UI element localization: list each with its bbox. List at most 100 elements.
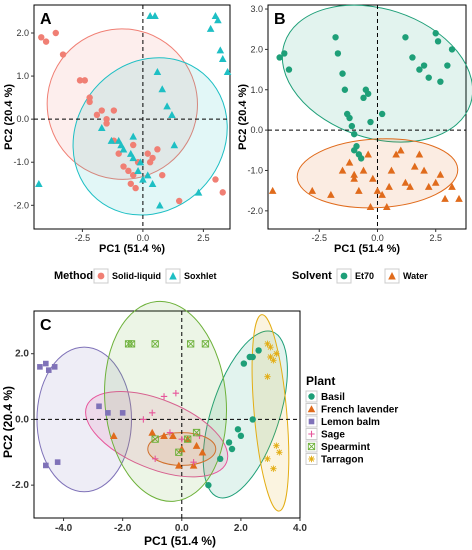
- point-et70: [437, 78, 444, 85]
- legend-key-tarragon-icon: [308, 455, 315, 463]
- y-tick-label: -2.0: [13, 200, 29, 210]
- point-water: [373, 186, 382, 194]
- point-water: [345, 158, 354, 166]
- point-basil: [255, 347, 262, 354]
- point-et70: [339, 70, 346, 77]
- point-soxhlet: [214, 16, 222, 24]
- point-water: [441, 194, 449, 202]
- point-sage: [190, 458, 197, 466]
- point-soxhlet: [223, 67, 232, 75]
- point-solid-liquid: [42, 38, 50, 45]
- point-soxhlet: [107, 136, 116, 144]
- point-soxhlet: [117, 141, 125, 149]
- point-basil: [249, 416, 256, 423]
- point-tarragon: [273, 350, 280, 357]
- point-soxhlet: [216, 46, 225, 54]
- point-basil: [240, 360, 248, 367]
- point-et70: [402, 34, 409, 41]
- point-solid-liquid: [76, 77, 84, 84]
- point-basil: [237, 432, 245, 440]
- point-solid-liquid: [159, 171, 166, 179]
- point-basil: [234, 426, 242, 433]
- y-tick-label: -1.0: [247, 165, 263, 175]
- point-et70: [350, 130, 358, 138]
- ellipse-et70: [281, 4, 472, 143]
- legend-title-solvent: Solvent: [292, 270, 332, 282]
- y-tick-label: -1.0: [13, 157, 29, 167]
- x-tick-label: 0.0: [137, 233, 150, 243]
- point-water: [392, 150, 400, 158]
- x-tick-label: 2.0: [234, 523, 248, 534]
- point-water: [401, 178, 410, 186]
- point-et70: [346, 114, 353, 122]
- point-et70: [332, 34, 339, 41]
- y-tick-label: 3.0: [250, 4, 263, 14]
- point-water: [308, 186, 317, 194]
- panel-a-y-axis-title: PC2 (20.4 %): [3, 84, 15, 150]
- legend-key-french-lavender-icon: [307, 405, 316, 413]
- point-sage: [151, 455, 159, 463]
- point-solid-liquid: [81, 77, 89, 84]
- point-water: [448, 182, 456, 190]
- point-et70: [416, 66, 423, 73]
- legend-label-tarragon: Tarragon: [321, 455, 364, 466]
- point-et70: [364, 90, 372, 97]
- panel-c-letter: C: [40, 317, 52, 334]
- point-soxhlet: [119, 145, 128, 153]
- point-water: [350, 174, 358, 182]
- ellipse-basil: [202, 330, 288, 499]
- point-et70: [341, 86, 349, 93]
- point-soxhlet: [170, 141, 179, 149]
- legend-label-french-lavender: French lavender: [321, 405, 398, 416]
- point-water: [364, 150, 372, 158]
- point-lemon-balm: [96, 403, 102, 410]
- point-basil: [225, 439, 233, 446]
- point-basil: [249, 353, 256, 361]
- point-soxhlet: [129, 154, 138, 162]
- point-spearmint: [201, 340, 210, 348]
- point-lemon-balm: [51, 364, 58, 370]
- panel-a-marks: [34, 5, 232, 229]
- panel-b: B -2.5 0.0 2.5 -2.0 -1.0 0.0 1.0 2.0 3.0 PC1 (51…: [237, 4, 472, 284]
- point-et70: [367, 118, 374, 126]
- point-et70: [348, 122, 356, 130]
- point-solid-liquid: [125, 167, 132, 175]
- panel-b-legend: Solvent Et70 Water: [292, 268, 428, 284]
- y-tick-label: 0.0: [16, 114, 29, 124]
- y-tick-label: 0.0: [15, 414, 29, 425]
- point-et70: [448, 46, 456, 53]
- x-tick-label: -4.0: [55, 523, 73, 534]
- panel-c-marks: [34, 300, 300, 518]
- point-water: [431, 178, 440, 186]
- y-tick-label: -2.0: [247, 206, 263, 216]
- point-tarragon: [267, 353, 274, 361]
- point-solid-liquid: [146, 159, 154, 166]
- legend-key-basil-icon: [308, 393, 315, 400]
- point-basil: [205, 481, 212, 489]
- point-solid-liquid: [219, 189, 226, 196]
- point-french-lavender: [148, 428, 157, 436]
- point-water: [366, 203, 375, 211]
- point-solid-liquid: [38, 34, 45, 41]
- point-water: [455, 194, 463, 202]
- point-solid-liquid: [98, 107, 105, 114]
- point-basil: [228, 445, 236, 453]
- legend-key-spearmint-icon: [307, 442, 316, 451]
- legend-label-spearmint: Spearmint: [321, 442, 371, 453]
- point-lemon-balm: [105, 410, 111, 416]
- point-et70: [425, 74, 432, 81]
- point-water: [350, 170, 358, 178]
- point-sage: [140, 416, 147, 423]
- point-solid-liquid: [86, 98, 93, 106]
- point-et70: [444, 62, 451, 69]
- point-soxhlet: [146, 11, 154, 19]
- point-et70: [276, 54, 283, 61]
- point-et70: [334, 50, 342, 57]
- x-tick-label: 4.0: [293, 523, 307, 534]
- point-soxhlet: [134, 167, 142, 175]
- panel-b-x-axis-title: PC1 (51.4 %): [334, 243, 400, 255]
- x-tick-label: 0.0: [175, 523, 189, 534]
- legend-label-sage: Sage: [321, 430, 345, 441]
- point-water: [383, 203, 391, 211]
- point-water: [424, 182, 433, 190]
